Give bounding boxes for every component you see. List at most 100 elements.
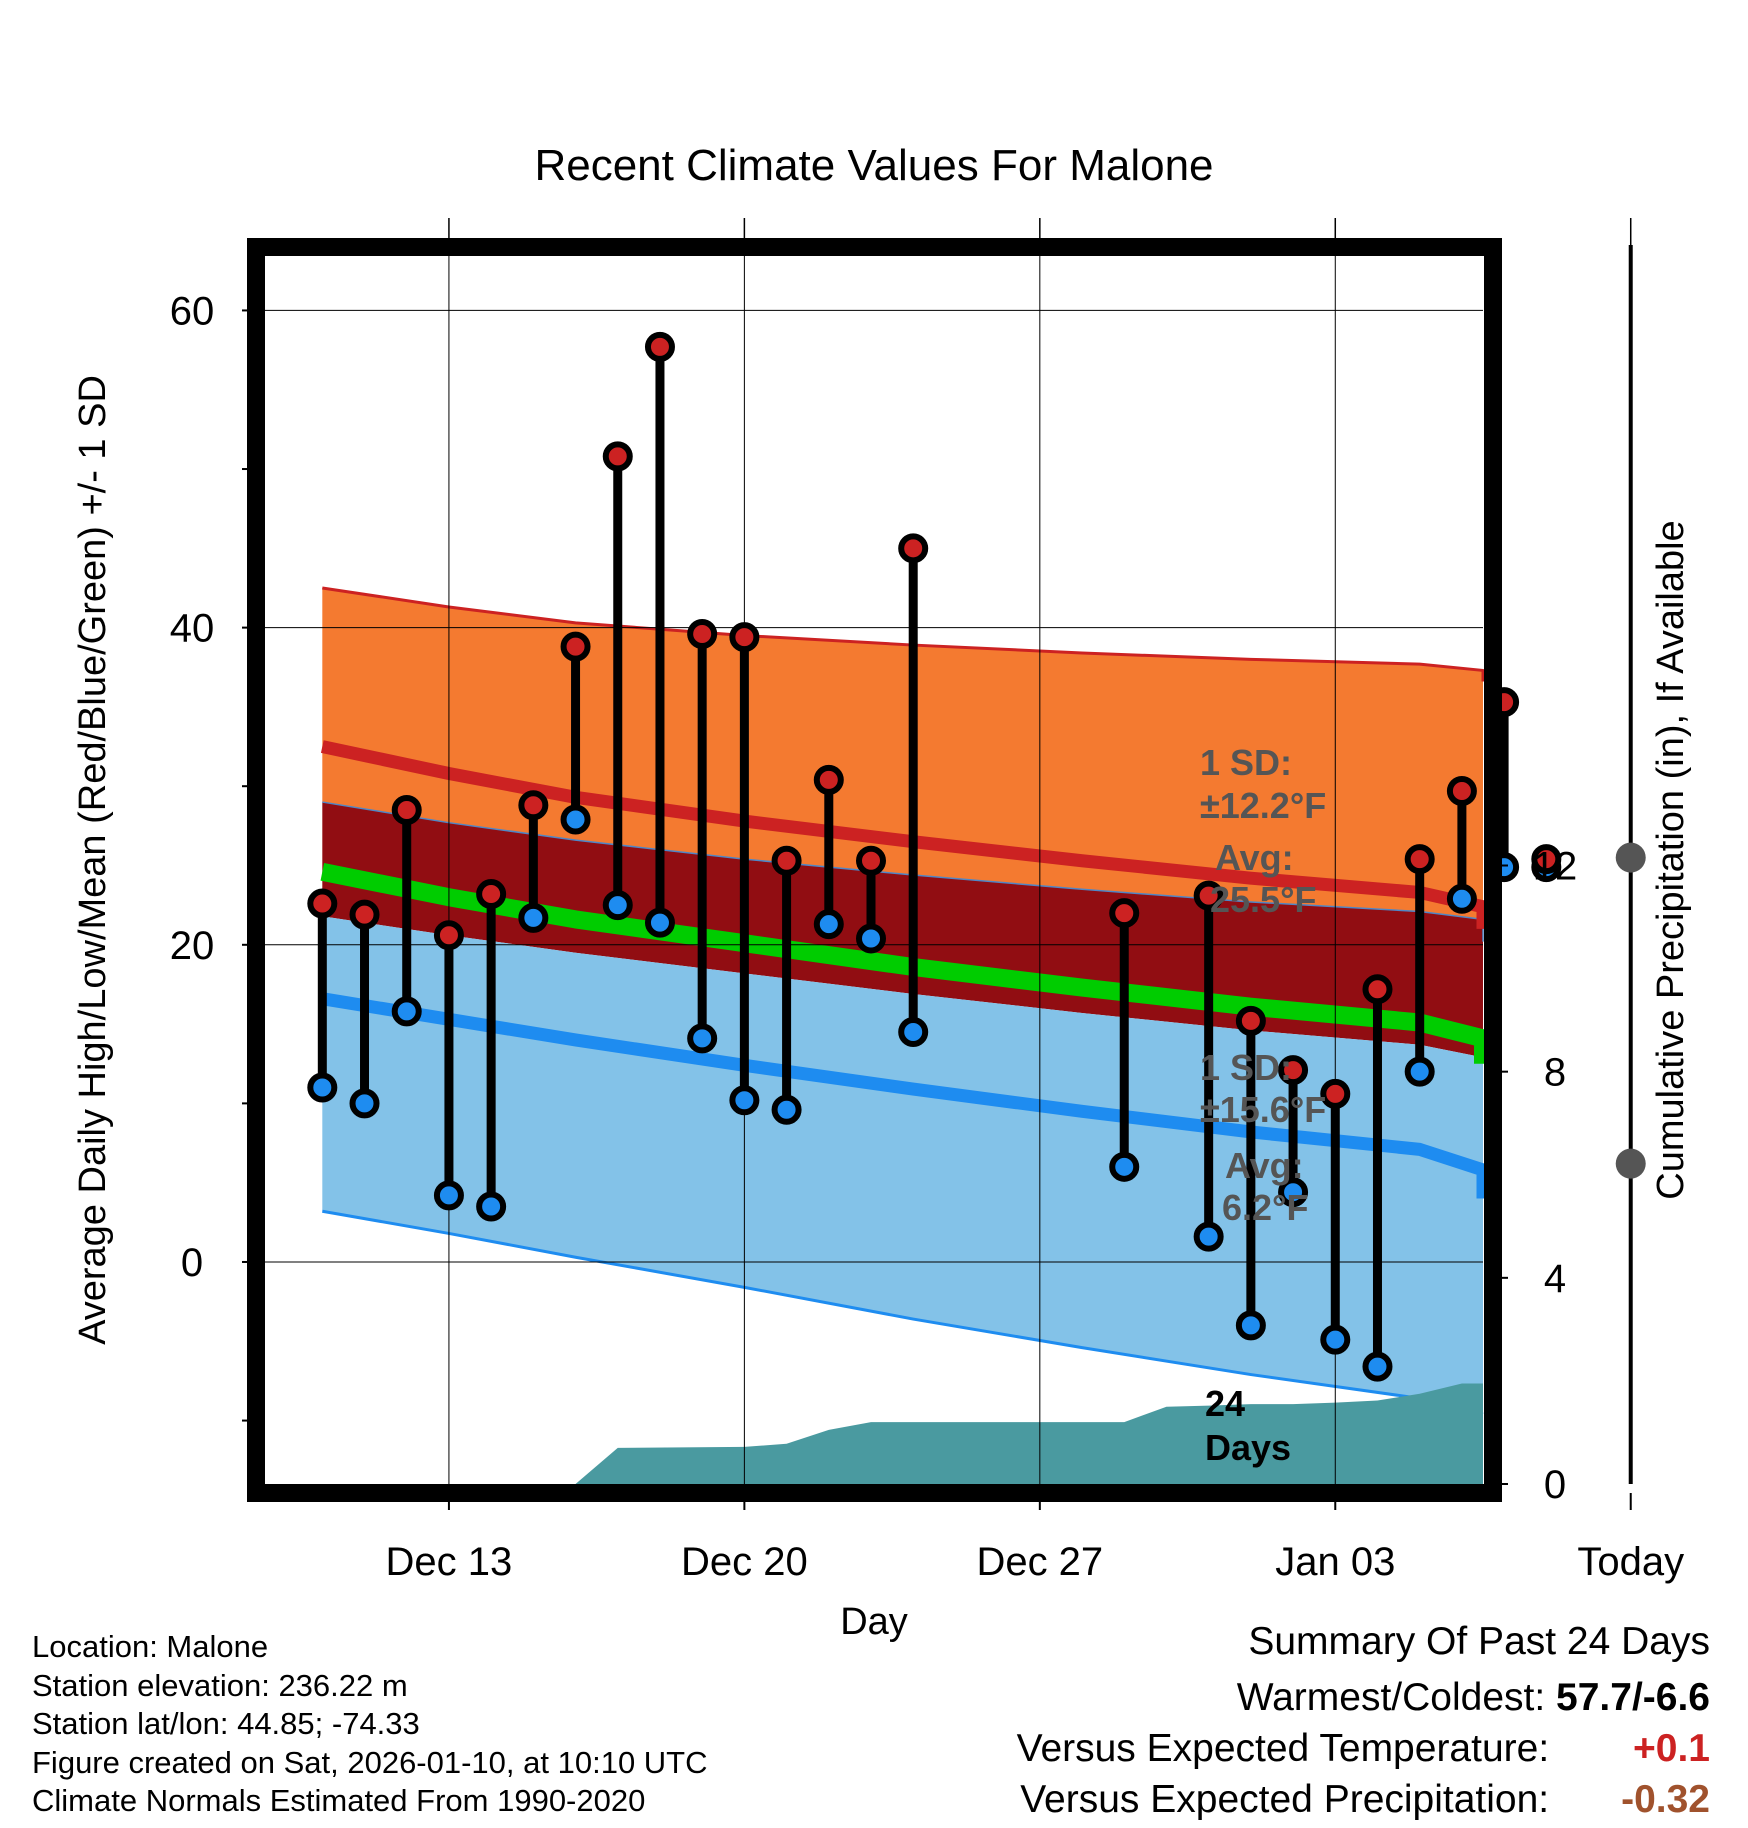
plot-area	[259, 245, 1646, 1484]
high-avg-label: Avg:	[1215, 837, 1294, 878]
daily-high-marker	[771, 845, 802, 876]
daily-low-marker	[307, 1072, 338, 1103]
y-tick-label: 0	[181, 1241, 203, 1285]
high-sd-label: 1 SD:	[1200, 742, 1292, 783]
daily-low-marker	[391, 996, 422, 1027]
plot-frame	[247, 238, 1502, 1502]
daily-low-marker	[1193, 1221, 1224, 1252]
summary-heading: Summary Of Past 24 Days	[1248, 1620, 1710, 1663]
y2-tick-label: 12	[1533, 845, 1578, 889]
daily-high-marker	[349, 899, 380, 930]
daily-low-marker	[1446, 883, 1477, 914]
daily-high-marker	[1531, 844, 1562, 875]
today-avg-high-point	[1615, 842, 1646, 873]
daily-high-marker	[644, 331, 675, 362]
x-tick-label: Today	[1577, 1540, 1684, 1584]
daily-high-marker	[729, 622, 760, 653]
x-tick-label: Jan 03	[1275, 1540, 1395, 1584]
daily-low-marker	[687, 1023, 718, 1054]
low-sd-label: 1 SD:	[1200, 1047, 1292, 1088]
summary-panel: Summary Of Past 24 Days Warmest/Coldest:…	[1017, 1620, 1710, 1825]
precip-label: Versus Expected Precipitation:	[1020, 1778, 1550, 1821]
daily-high-marker	[307, 888, 338, 919]
daily-high-marker	[1320, 1078, 1351, 1109]
daily-low-marker	[433, 1180, 464, 1211]
summary-precip-row: Versus Expected Precipitation: -0.32	[1017, 1774, 1710, 1825]
low-avg-label: Avg:	[1225, 1145, 1304, 1186]
warmest-value: 57.7/-6.6	[1556, 1676, 1710, 1719]
x-axis-label: Day	[840, 1601, 908, 1643]
daily-low-marker	[644, 907, 675, 938]
precip-area	[575, 1383, 1483, 1484]
info-elevation: Station elevation: 236.22 m	[32, 1667, 408, 1703]
daily-low-marker	[1320, 1324, 1351, 1355]
info-created: Figure created on Sat, 2026-01-10, at 10…	[32, 1744, 708, 1780]
daily-low-marker	[729, 1085, 760, 1116]
low-avg-value: 6.2°F	[1222, 1187, 1308, 1228]
temp-value: +0.1	[1633, 1727, 1710, 1770]
daily-low-marker	[518, 902, 549, 933]
daily-high-marker	[1193, 880, 1224, 911]
daily-high-marker	[602, 441, 633, 472]
daily-low-marker	[1362, 1351, 1393, 1382]
daily-low-marker	[813, 909, 844, 940]
station-info: Location: Malone Station elevation: 236.…	[32, 1628, 708, 1821]
high-upper-sd-band	[322, 587, 1484, 942]
y2-tick-label: 4	[1544, 1257, 1566, 1301]
normal-high-line	[320, 740, 1490, 929]
daily-low-marker	[898, 1017, 929, 1048]
daily-high-marker	[1278, 1055, 1309, 1086]
x-tick-label: Dec 27	[976, 1540, 1103, 1584]
daily-low-marker	[1278, 1177, 1309, 1208]
daily-low-marker	[1235, 1310, 1266, 1341]
daily-high-marker	[687, 618, 718, 649]
high-sd-value: ±12.2°F	[1200, 785, 1326, 826]
axes: 0 20 40 60 0 4 8 12 Dec 13 Dec 20 Dec 27 Jan 03 Toda…	[170, 218, 1684, 1584]
y2-tick-label: 0	[1544, 1463, 1566, 1507]
high-plus-sd-line	[322, 586, 1485, 682]
info-normals: Climate Normals Estimated From 1990-2020	[32, 1783, 646, 1818]
y-axis-label: Average Daily High/Low/Mean (Red/Blue/Gr…	[72, 375, 114, 1345]
daily-high-marker	[1404, 844, 1435, 875]
daily-high-marker	[433, 920, 464, 951]
daily-high-marker	[898, 533, 929, 564]
daily-high-marker	[391, 794, 422, 825]
daily-low-marker	[602, 890, 633, 921]
normal-low-line	[321, 992, 1490, 1199]
high-avg-value: 25.5°F	[1210, 879, 1316, 920]
temp-label: Versus Expected Temperature:	[1016, 1727, 1550, 1770]
summary-temp-row: Versus Expected Temperature: +0.1	[1017, 1723, 1710, 1774]
daily-low-marker	[856, 923, 886, 954]
daily-high-marker	[560, 631, 591, 662]
low-sd-value: ±15.6°F	[1200, 1089, 1326, 1130]
x-tick-label: Dec 20	[681, 1540, 808, 1584]
days-label: Days	[1205, 1427, 1291, 1468]
daily-high-marker	[518, 790, 549, 821]
y-tick-label: 20	[170, 924, 215, 968]
y2-axis-label: Cumulative Precipitation (in), If Availa…	[1650, 520, 1692, 1199]
x-tick-label: Dec 13	[386, 1540, 513, 1584]
daily-low-marker	[771, 1094, 802, 1125]
y2-tick-label: 8	[1544, 1051, 1566, 1095]
summary-warmest-row: Warmest/Coldest: 57.7/-6.6	[1017, 1672, 1710, 1723]
daily-low-marker	[476, 1191, 507, 1222]
precip-value: -0.32	[1621, 1778, 1710, 1821]
daily-high-marker	[1235, 1005, 1266, 1036]
info-latlon: Station lat/lon: 44.85; -74.33	[32, 1706, 420, 1741]
daily-low-marker	[349, 1088, 380, 1119]
info-location: Location: Malone	[32, 1629, 269, 1664]
daily-low-marker	[1109, 1151, 1140, 1182]
daily-low-marker	[560, 804, 591, 835]
daily-high-marker	[813, 764, 844, 795]
warmest-label: Warmest/Coldest:	[1236, 1676, 1546, 1719]
daily-low-marker	[1404, 1056, 1435, 1087]
daily-high-marker	[856, 845, 886, 876]
y-tick-label: 60	[170, 289, 215, 333]
daily-high-marker	[1109, 898, 1140, 929]
daily-high-marker	[476, 879, 507, 910]
today-avg-low-point	[1615, 1148, 1646, 1179]
daily-high-marker	[1446, 775, 1477, 806]
low-minus-sd-line	[322, 1209, 1484, 1416]
days-count: 24	[1205, 1383, 1245, 1424]
